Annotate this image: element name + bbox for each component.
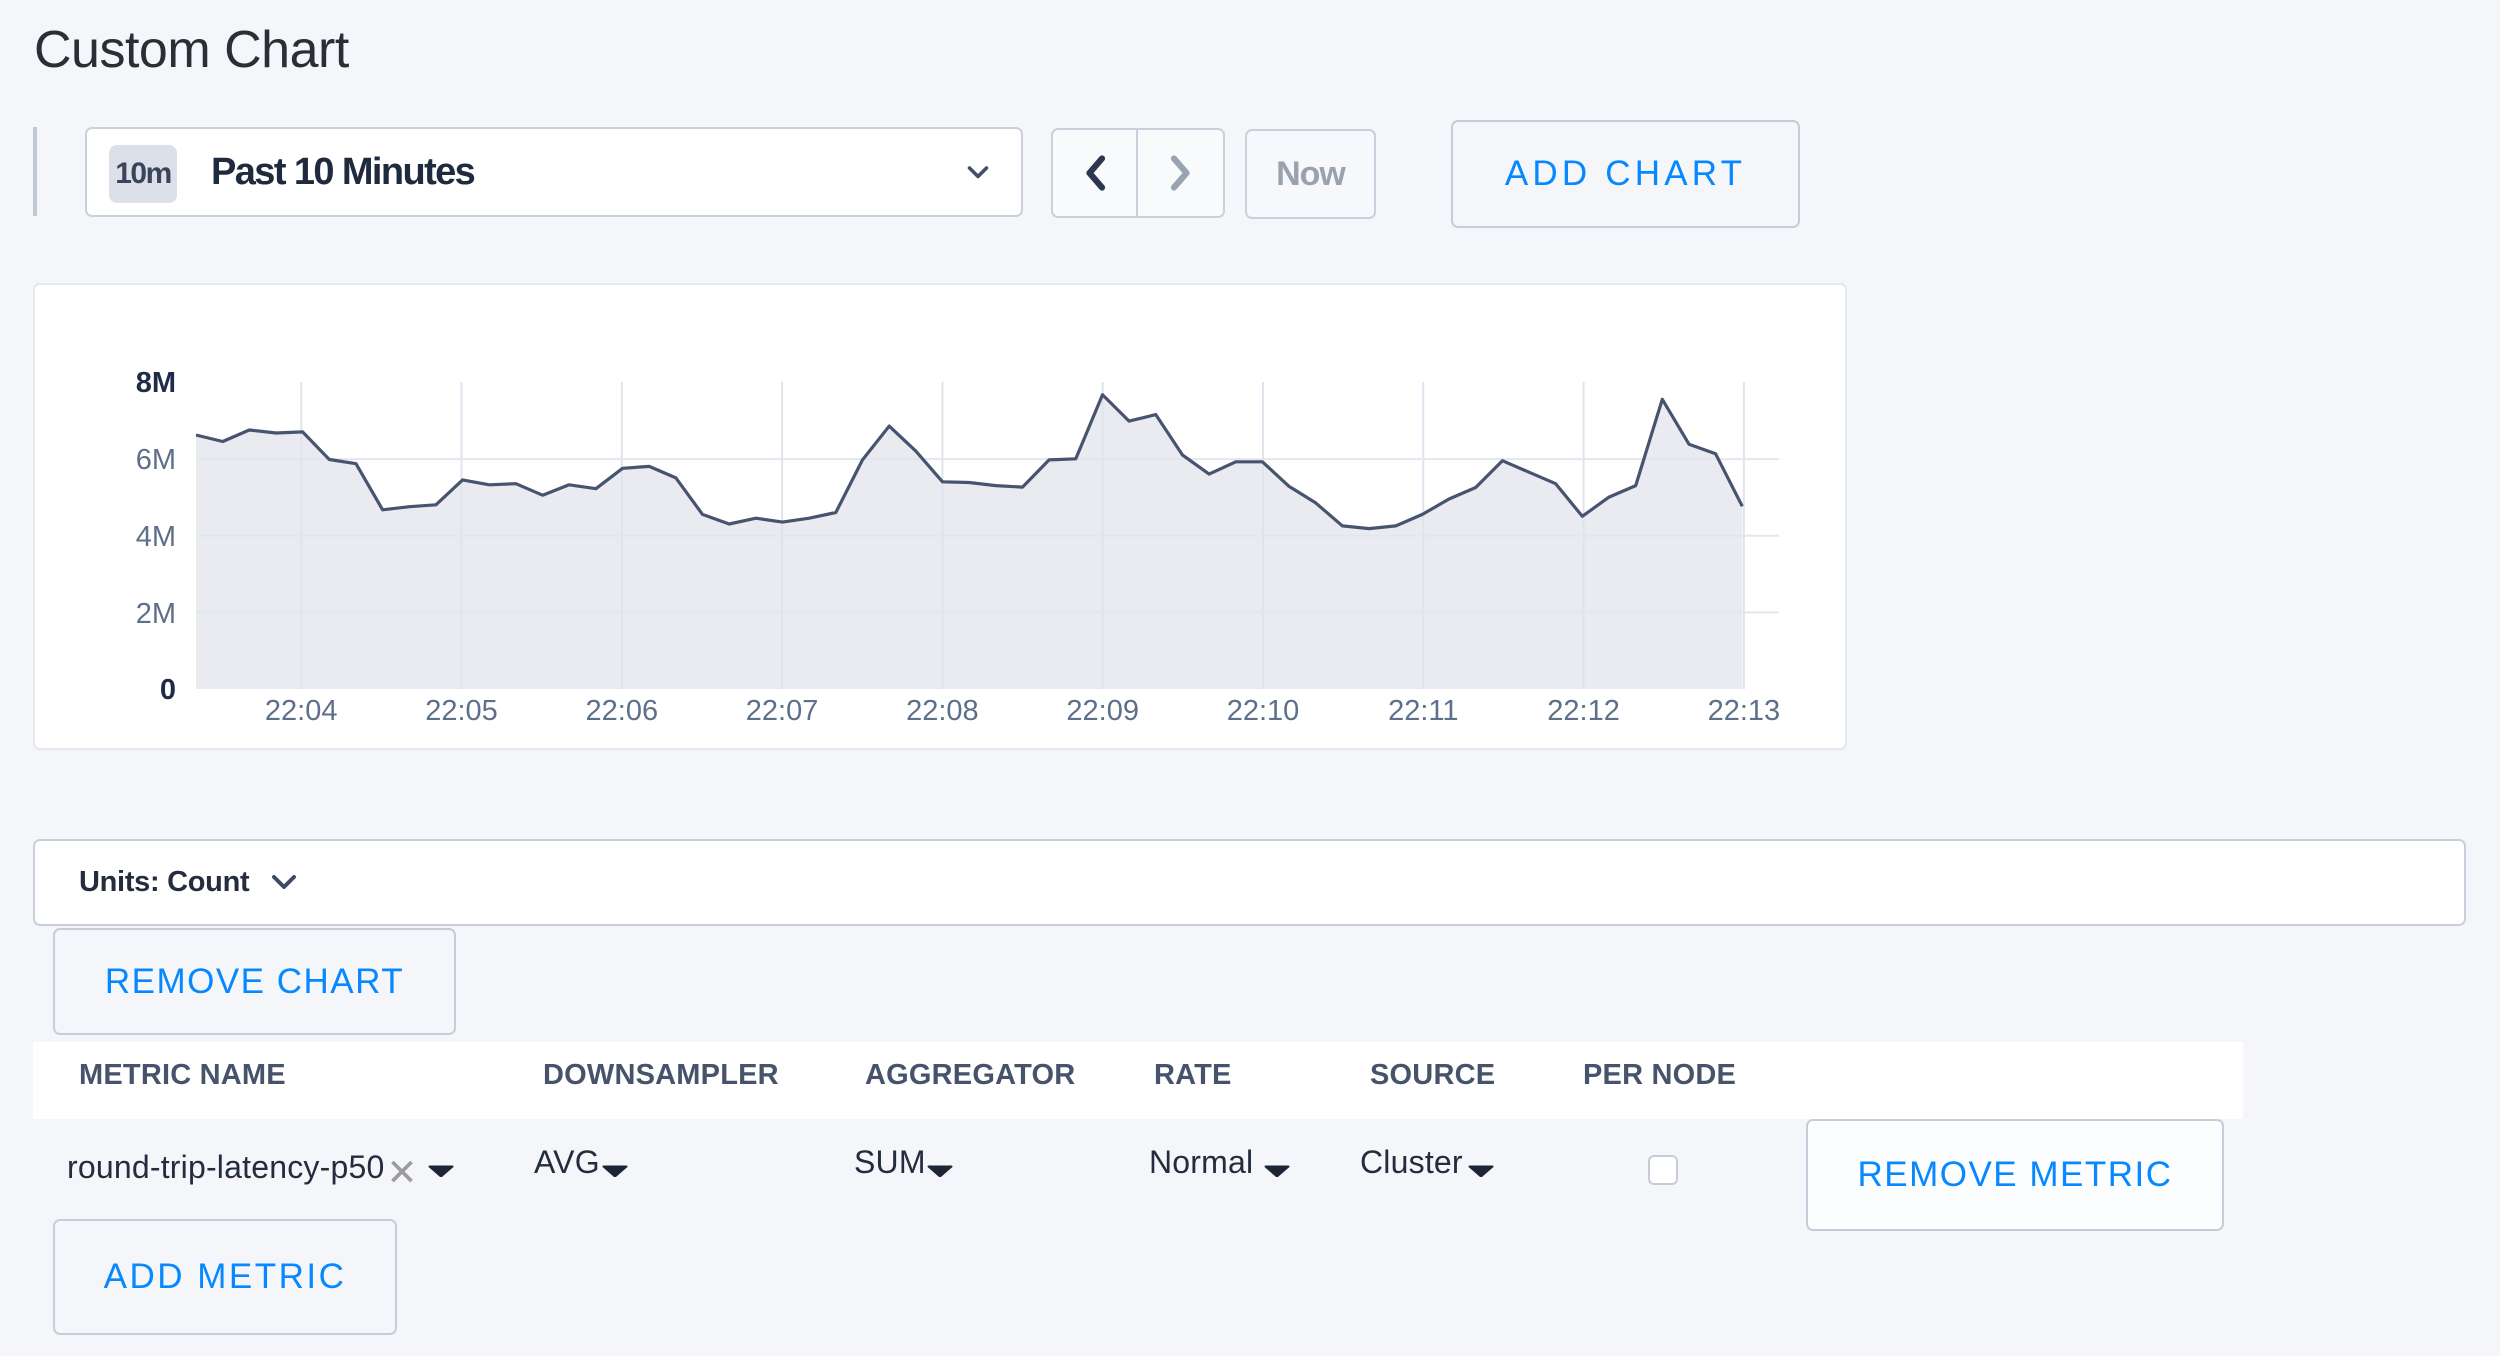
svg-text:22:06: 22:06 <box>586 695 659 727</box>
svg-text:22:04: 22:04 <box>265 695 338 727</box>
svg-text:22:13: 22:13 <box>1708 695 1781 727</box>
svg-text:6M: 6M <box>136 444 176 476</box>
svg-text:22:10: 22:10 <box>1227 695 1300 727</box>
svg-text:4M: 4M <box>136 521 176 553</box>
svg-text:22:12: 22:12 <box>1547 695 1620 727</box>
svg-text:22:08: 22:08 <box>906 695 979 727</box>
svg-text:22:05: 22:05 <box>425 695 498 727</box>
svg-text:0: 0 <box>160 674 176 706</box>
svg-text:22:11: 22:11 <box>1388 695 1458 727</box>
svg-text:22:09: 22:09 <box>1066 695 1139 727</box>
svg-text:8M: 8M <box>136 367 176 399</box>
svg-text:2M: 2M <box>136 598 176 630</box>
svg-text:22:07: 22:07 <box>746 695 819 727</box>
